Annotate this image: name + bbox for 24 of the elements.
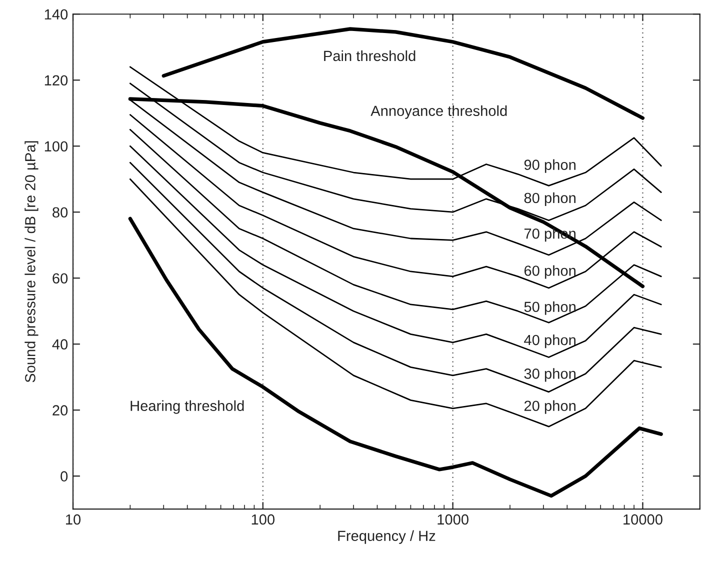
y-tick-label: 80 — [52, 207, 68, 218]
annotation: 20 phon — [524, 400, 576, 414]
y-tick-label: 100 — [44, 141, 68, 152]
y-tick-label: 60 — [52, 273, 68, 284]
y-tick-label: 140 — [44, 9, 68, 20]
annotation: Pain threshold — [324, 50, 416, 62]
x-tick-label: 10000 — [624, 514, 662, 525]
y-tick-label: 0 — [60, 471, 68, 482]
x-tick-label: 10 — [66, 514, 81, 525]
y-tick-label: 120 — [44, 75, 68, 86]
annotation: Hearing threshold — [130, 400, 244, 414]
annotation: 60 phon — [524, 265, 576, 279]
x-tick-label: 1000 — [438, 514, 468, 525]
annotation: 50 phon — [524, 301, 576, 315]
x-axis-title: Frequency / Hz — [338, 530, 436, 544]
annotation: 30 phon — [524, 368, 576, 382]
annotation: Annoyance threshold — [370, 105, 507, 119]
annotation: 90 phon — [524, 159, 576, 173]
annotation: 40 phon — [524, 334, 576, 348]
annotation: 80 phon — [524, 192, 576, 206]
y-tick-label: 20 — [52, 405, 68, 416]
y-tick-label: 40 — [52, 339, 68, 350]
x-tick-label: 100 — [252, 514, 275, 525]
y-axis-title: Sound pressure level / dB [re 20 µPa] — [24, 141, 38, 382]
